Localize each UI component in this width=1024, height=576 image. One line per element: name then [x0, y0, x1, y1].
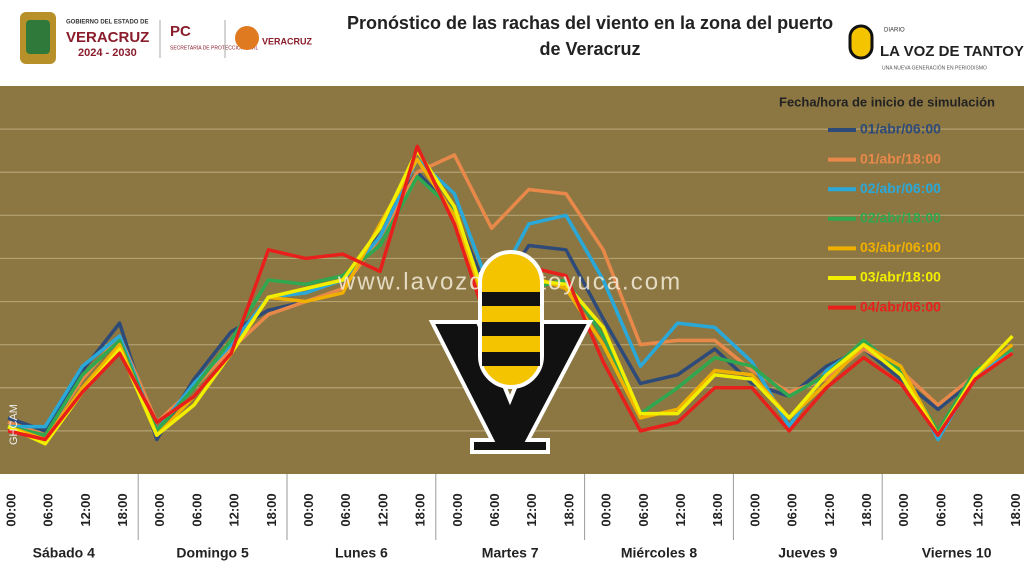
day-label: Sábado 4	[33, 545, 95, 561]
gov-logo: GOBIERNO DEL ESTADO DE VERACRUZ 2024 - 2…	[20, 12, 313, 64]
x-tick-label: 06:00	[933, 493, 948, 526]
brand-logo: DIARIO LA VOZ DE TANTOYUCA UNA NUEVA GEN…	[848, 24, 1024, 71]
legend-label: 03/abr/18:00	[860, 269, 941, 285]
gov-line: GOBIERNO DEL ESTADO DE	[66, 20, 148, 26]
legend-label: 04/abr/06:00	[860, 298, 941, 314]
x-tick-label: 18:00	[413, 493, 428, 526]
x-tick-label: 00:00	[747, 493, 762, 526]
side-mark: GHCAM	[8, 404, 20, 445]
x-tick-label: 06:00	[338, 493, 353, 526]
brand-tag: UNA NUEVA GENERACIÓN EN PERIODISMO	[882, 64, 987, 71]
day-label: Miércoles 8	[621, 545, 697, 561]
gov-years: 2024 - 2030	[78, 47, 137, 59]
x-tick-label: 00:00	[152, 493, 167, 526]
x-tick-label: 18:00	[1008, 493, 1023, 526]
day-label: Domingo 5	[176, 545, 249, 561]
brand-top: DIARIO	[884, 28, 905, 34]
x-tick-label: 12:00	[78, 493, 93, 526]
legend-label: 01/abr/18:00	[860, 150, 941, 166]
x-tick-label: 18:00	[561, 493, 576, 526]
gov-name: VERACRUZ	[66, 29, 149, 46]
day-label: Viernes 10	[922, 545, 992, 561]
legend-label: 01/abr/06:00	[860, 121, 941, 137]
x-tick-label: 06:00	[189, 493, 204, 526]
brand: LA VOZ DE TANTOYUCA	[880, 43, 1024, 60]
x-tick-label: 12:00	[971, 493, 986, 526]
x-tick-label: 12:00	[524, 493, 539, 526]
x-tick-label: 06:00	[636, 493, 651, 526]
x-tick-label: 00:00	[896, 493, 911, 526]
x-tick-label: 00:00	[599, 493, 614, 526]
x-tick-label: 00:00	[450, 493, 465, 526]
x-tick-label: 12:00	[822, 493, 837, 526]
x-tick-label: 06:00	[785, 493, 800, 526]
day-label: Jueves 9	[778, 545, 837, 561]
x-tick-label: 06:00	[41, 493, 56, 526]
legend-label: 02/abr/18:00	[860, 210, 941, 226]
x-tick-label: 18:00	[710, 493, 725, 526]
day-label: Martes 7	[482, 545, 539, 561]
x-tick-label: 18:00	[115, 493, 130, 526]
x-tick-label: 00:00	[3, 493, 18, 526]
x-tick-label: 12:00	[673, 493, 688, 526]
x-tick-label: 12:00	[227, 493, 242, 526]
x-tick-label: 06:00	[487, 493, 502, 526]
day-label: Lunes 6	[335, 545, 388, 561]
legend-label: 02/abr/06:00	[860, 180, 941, 196]
pc-state: VERACRUZ	[262, 36, 313, 46]
pc-sub: SECRETARÍA DE PROTECCIÓN CIVIL	[170, 44, 258, 51]
legend-title: Fecha/hora de inicio de simulación	[779, 94, 995, 109]
x-tick-label: 18:00	[859, 493, 874, 526]
x-tick-label: 12:00	[375, 493, 390, 526]
mic-icon	[428, 250, 594, 454]
x-tick-label: 18:00	[264, 493, 279, 526]
chart-title: Pronóstico de las rachas del viento en l…	[346, 13, 834, 59]
legend-label: 03/abr/06:00	[860, 239, 941, 255]
x-tick-label: 00:00	[301, 493, 316, 526]
pc: PC	[170, 23, 191, 40]
